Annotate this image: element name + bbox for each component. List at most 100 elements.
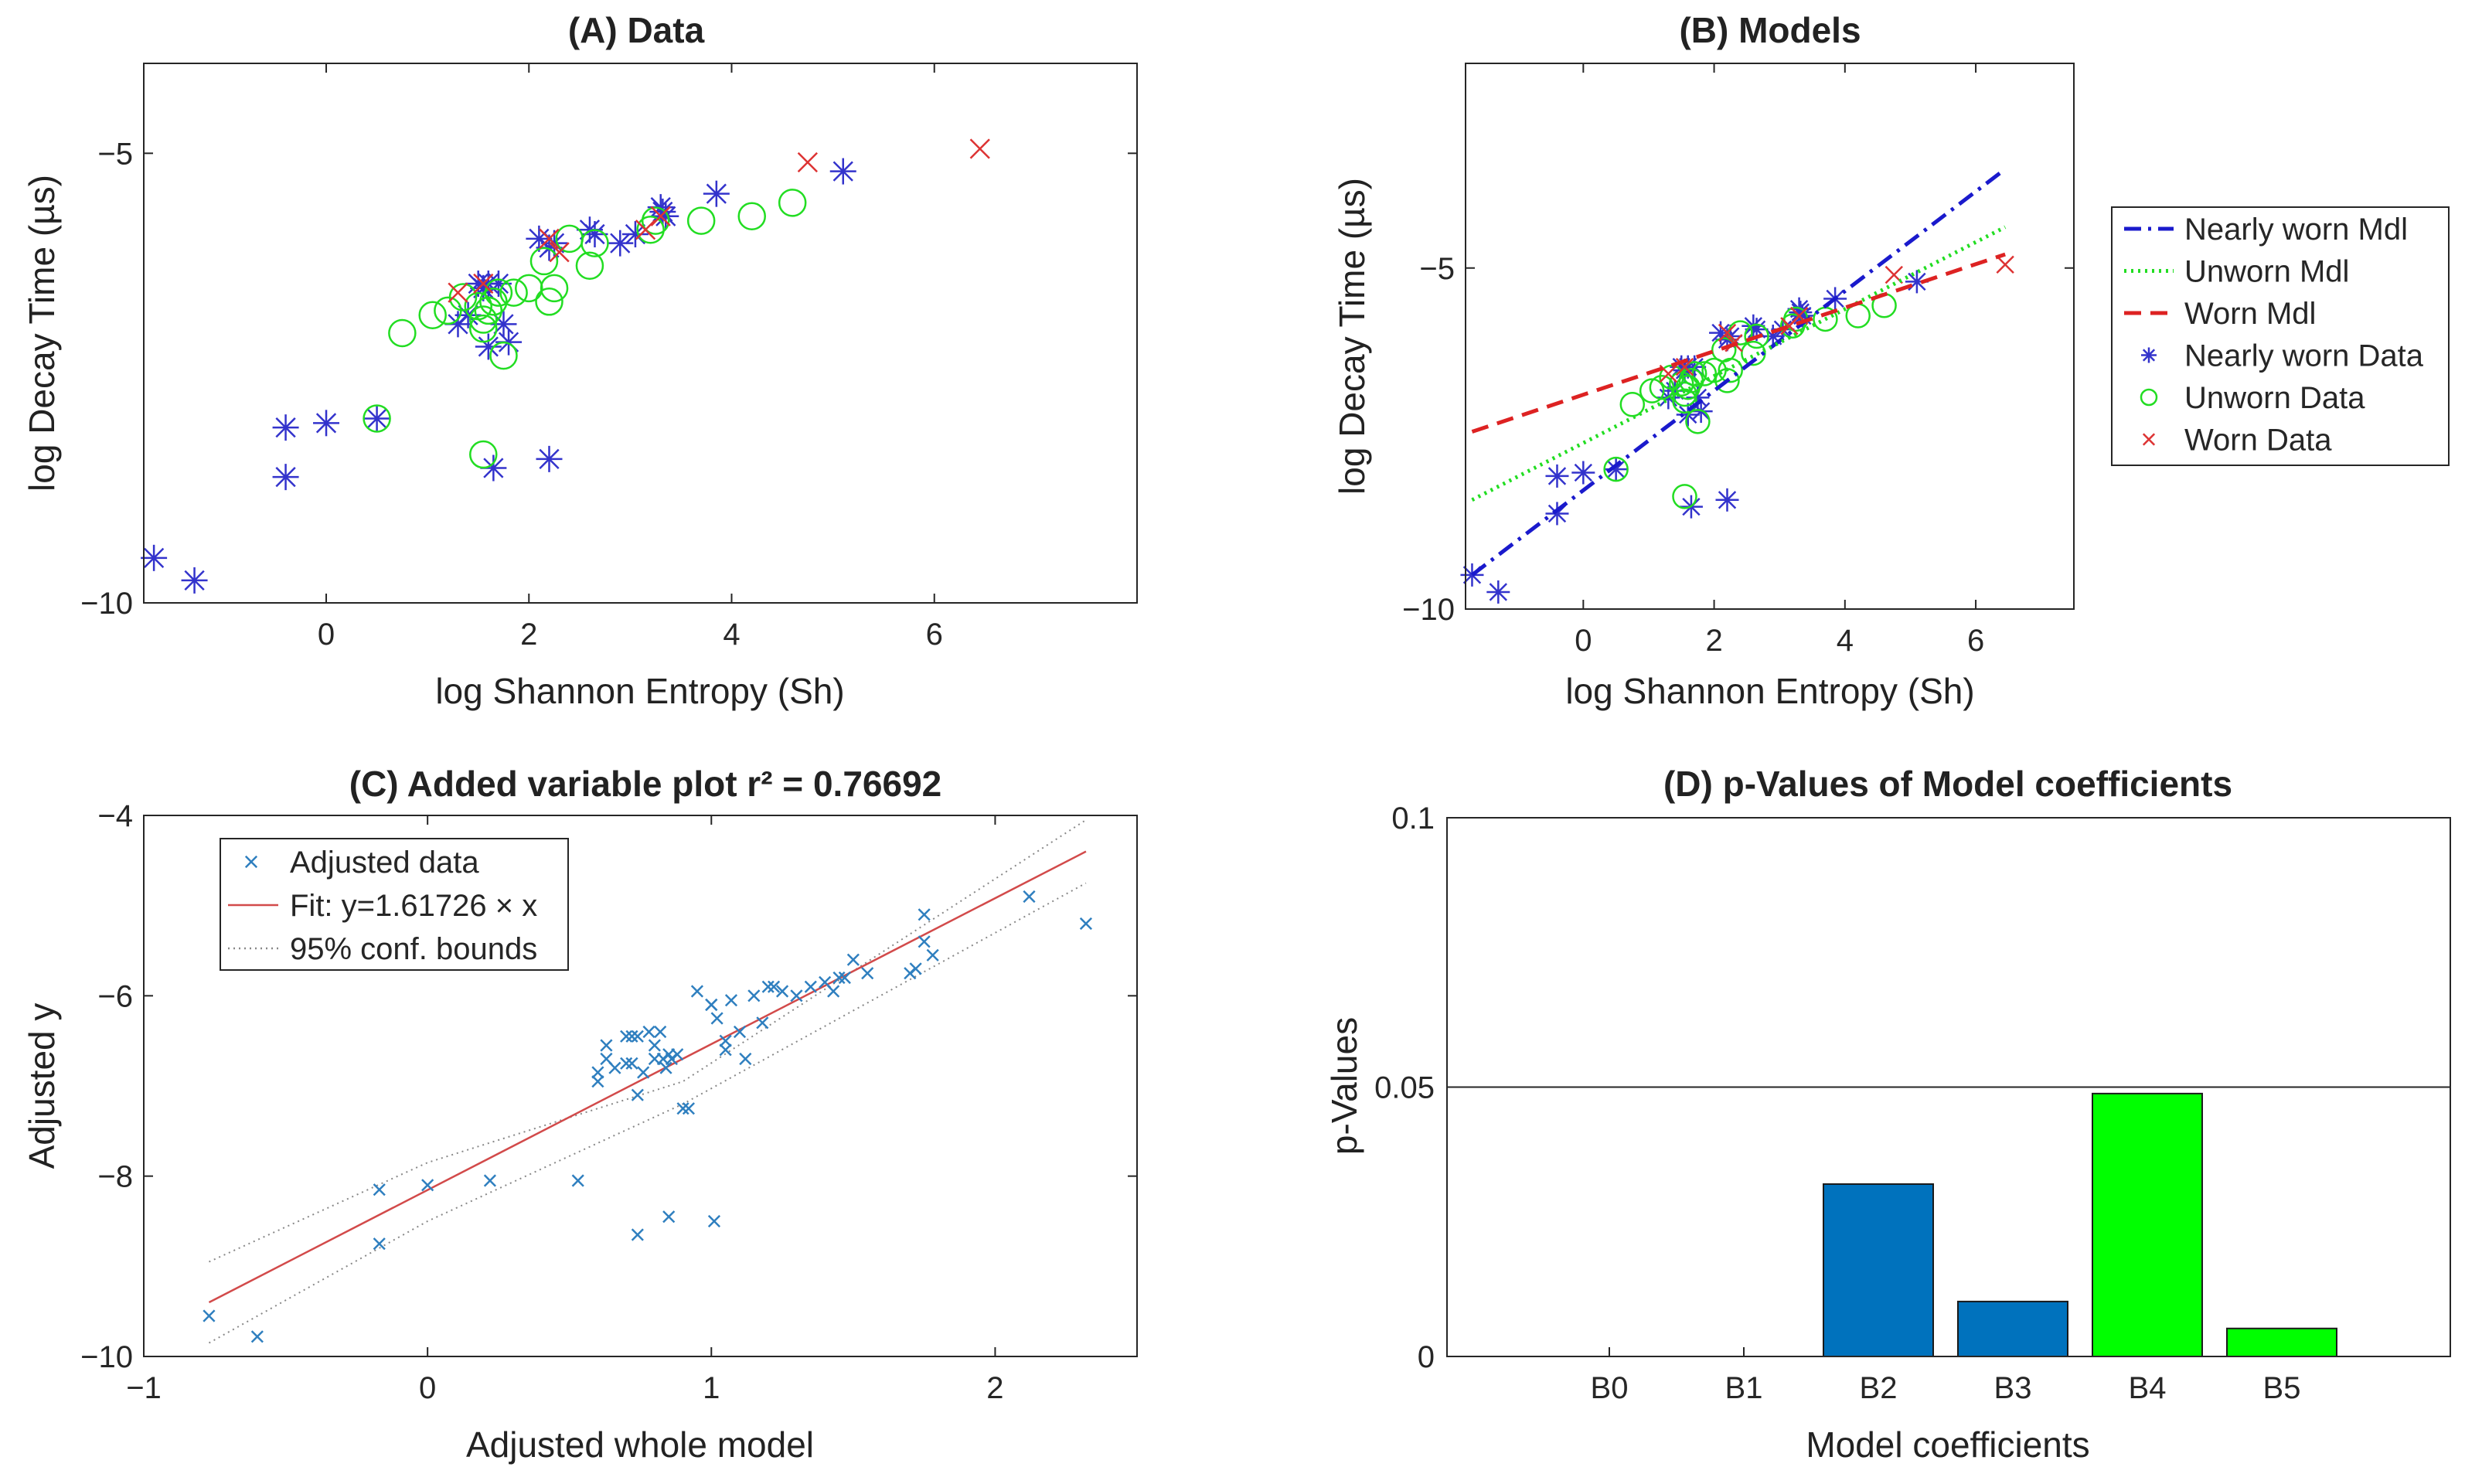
panel-a-asterisk-point xyxy=(141,544,168,571)
panel-d-ylabel: p-Values xyxy=(1324,1017,1364,1155)
panel-c-adjusted-point xyxy=(909,962,922,975)
panel-b-circle-point xyxy=(1701,357,1727,383)
panel-a-axes xyxy=(143,63,1138,604)
panel-c-legend-marker xyxy=(244,855,258,869)
panel-a-circle-point xyxy=(686,206,716,235)
panel-b-asterisk-point xyxy=(1789,301,1813,325)
panel-c-adjusted-point xyxy=(790,989,803,1002)
panel-c-ytick-label: −10 xyxy=(80,1340,133,1374)
panel-a-x-point xyxy=(448,282,468,303)
panel-b-circle-point xyxy=(1718,357,1743,383)
panel-c-adjusted-point xyxy=(846,953,860,966)
panel-d-xtick-label: B3 xyxy=(1994,1371,2032,1405)
panel-c-adjusted-point xyxy=(804,980,817,993)
panel-c-adjusted-point xyxy=(250,1330,264,1343)
panel-c-adjusted-point xyxy=(659,1061,672,1074)
panel-b-ytick-label: −10 xyxy=(1402,593,1455,627)
panel-a-circle-point xyxy=(499,278,528,307)
panel-a-x-point xyxy=(650,206,671,226)
panel-b-x-point xyxy=(1996,255,2014,274)
panel-c-adjusted-point xyxy=(775,985,789,998)
panel-a-title: (A) Data xyxy=(568,10,705,50)
panel-a-xlabel: log Shannon Entropy (Sh) xyxy=(435,671,844,711)
panel-d-axes xyxy=(1446,817,2451,1357)
panel-a-asterisk-point xyxy=(607,230,634,257)
panel-d-xlabel: Model coefficients xyxy=(1806,1424,2089,1465)
panel-b-circle-point xyxy=(1681,361,1707,386)
panel-a-asterisk-point xyxy=(829,158,856,185)
panel-d-xtick-label: B0 xyxy=(1591,1371,1629,1405)
panel-c-adjusted-point xyxy=(719,1043,732,1057)
panel-c-xtick-label: −1 xyxy=(126,1371,162,1405)
panel-c-adjusted-point xyxy=(654,1025,667,1039)
panel-a-x-point xyxy=(635,220,656,240)
panel-a-circle-point xyxy=(363,404,391,433)
panel-b-xtick-label: 6 xyxy=(1967,624,1984,658)
panel-c-adjusted-point xyxy=(1023,890,1036,904)
panel-c: (C) Added variable plot r² = 0.76692 −1 0… xyxy=(22,764,1138,1465)
panel-c-ytick-label: −8 xyxy=(97,1160,133,1194)
panel-a-asterisk-point xyxy=(536,445,563,472)
panel-c-ylabel: Adjusted y xyxy=(22,1003,62,1169)
panel-a-circle-point xyxy=(484,278,513,307)
panel-b-legend-label: Unworn Mdl xyxy=(2184,255,2349,289)
panel-c-adjusted-point xyxy=(724,994,738,1007)
panel-c-adjusted-point xyxy=(421,1179,434,1192)
panel-b-xlabel: log Shannon Entropy (Sh) xyxy=(1565,671,1974,711)
panel-d-ytick-label: 0.1 xyxy=(1391,802,1435,836)
panel-c-adjusted-point xyxy=(733,1025,747,1039)
panel-d-xtick-label: B5 xyxy=(2263,1371,2301,1405)
panel-b-legend-marker xyxy=(2142,433,2156,446)
panel-b-legend-label: Unworn Data xyxy=(2184,381,2365,415)
panel-a-circle-point xyxy=(581,229,609,257)
panel-b-circle-point xyxy=(1672,484,1697,509)
panel-d-bar-b4 xyxy=(2092,1092,2203,1357)
panel-b-legend-label: Worn Data xyxy=(2184,424,2332,458)
panel-c-adjusted-point xyxy=(719,1034,732,1047)
panel-a-asterisk-point xyxy=(703,180,730,207)
panel-b-asterisk-point xyxy=(1486,580,1510,604)
panel-c-ytick-label: −4 xyxy=(97,799,133,833)
panel-a-circle-point xyxy=(636,215,665,244)
panel-c-legend-label: Adjusted data xyxy=(290,846,479,880)
panel-c-adjusted-point xyxy=(483,1174,496,1187)
panel-d-bar-b5 xyxy=(2226,1327,2337,1357)
panel-b-circle-point xyxy=(1744,323,1769,349)
panel-b-asterisk-point xyxy=(1545,464,1569,488)
panel-b-circle-point xyxy=(1728,320,1753,345)
panel-b-x-point xyxy=(1718,323,1737,342)
panel-a-x-point xyxy=(473,273,494,294)
panel-a-asterisk-point xyxy=(652,203,679,230)
panel-c-adjusted-point xyxy=(926,948,939,962)
panel-b-line-dashdot xyxy=(1470,167,2007,577)
panel-c-adjusted-point xyxy=(620,1030,633,1043)
panel-a-asterisk-point xyxy=(272,464,299,491)
panel-b-title: (B) Models xyxy=(1679,10,1861,50)
panel-d-title: (D) p-Values of Model coefficients xyxy=(1663,764,2232,804)
panel-b-legend: Nearly worn Mdl Unworn Mdl Worn Mdl Nearly … xyxy=(2111,206,2450,466)
panel-a-x-point xyxy=(969,138,990,159)
panel-c-legend-label: Fit: y=1.61726 × x xyxy=(290,889,537,923)
panel-a-ytick-label: −5 xyxy=(97,137,133,171)
panel-c-adjusted-point xyxy=(648,1039,661,1052)
panel-b-legend-marker xyxy=(2140,388,2158,407)
panel-d-xtick-label: B1 xyxy=(1725,1371,1763,1405)
panel-a-ylabel: log Decay Time (µs) xyxy=(22,175,62,492)
panel-b-line-dashed xyxy=(1471,252,2006,434)
panel-c-adjusted-point xyxy=(631,1088,644,1101)
panel-a-circle-point xyxy=(529,247,559,276)
panel-c-adjusted-point xyxy=(373,1237,386,1251)
panel-c-adjusted-point xyxy=(690,985,704,998)
panel-c-adjusted-point xyxy=(705,998,718,1012)
panel-c-adjusted-point xyxy=(739,1052,752,1066)
panel-c-xlabel: Adjusted whole model xyxy=(466,1424,814,1465)
panel-b-xtick-label: 2 xyxy=(1705,624,1722,658)
panel-c-adjusted-point xyxy=(591,1075,604,1088)
panel-c-adjusted-point xyxy=(767,980,781,993)
panel-c-legend-label: 95% conf. bounds xyxy=(290,932,537,966)
panel-c-adjusted-point xyxy=(620,1057,633,1070)
panel-a-asterisk-point xyxy=(475,333,502,360)
panel-c-axes xyxy=(143,815,1138,1357)
panel-a-ytick-label: −10 xyxy=(80,587,133,621)
